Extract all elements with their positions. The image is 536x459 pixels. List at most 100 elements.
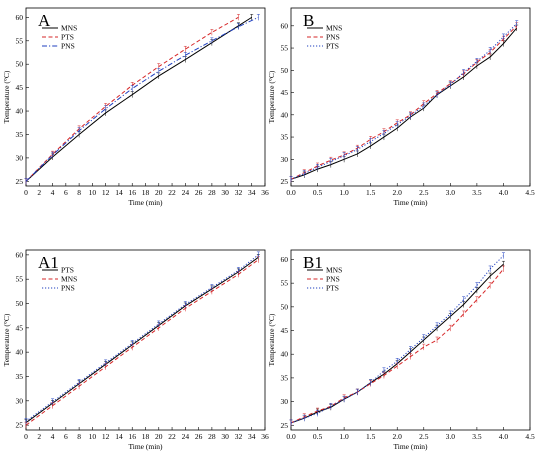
y-tick-label: 25 <box>281 177 289 186</box>
x-tick-label: 1.0 <box>339 188 349 197</box>
x-tick-label: 2.0 <box>393 432 403 441</box>
panel-label: A1 <box>38 253 59 272</box>
x-tick-label: 12 <box>102 188 110 197</box>
x-tick-label: 20 <box>155 432 163 441</box>
series-line-pts <box>25 16 239 182</box>
y-tick-label: 30 <box>16 153 24 162</box>
y-tick-label: 35 <box>16 372 24 381</box>
x-tick-label: 14 <box>115 432 123 441</box>
x-tick-label: 4.0 <box>499 432 509 441</box>
series-line-pns <box>290 268 504 424</box>
x-tick-label: 34 <box>248 188 256 197</box>
x-tick-label: 8 <box>77 432 81 441</box>
legend-label: MNS <box>326 266 342 275</box>
x-tick-label: 26 <box>195 188 203 197</box>
x-tick-label: 8 <box>77 188 81 197</box>
y-tick-label: 45 <box>281 326 289 335</box>
y-tick-label: 60 <box>16 250 24 259</box>
y-tick-label: 50 <box>281 66 289 75</box>
x-tick-label: 0 <box>24 432 28 441</box>
x-tick-label: 14 <box>115 188 123 197</box>
series-line-pts <box>290 23 518 180</box>
x-tick-label: 6 <box>64 188 68 197</box>
series-line-pns <box>25 16 259 182</box>
x-tick-label: 18 <box>142 188 150 197</box>
plot-frame <box>290 249 531 431</box>
y-tick-label: 40 <box>16 348 24 357</box>
y-tick-label: 55 <box>281 44 289 53</box>
legend-label: MNS <box>61 275 77 284</box>
chart-panel-a1: 0 2 4 6 8 10 12 14 16 18 20 22 24 26 28 30 32 34 362530354… <box>2 249 269 451</box>
y-tick-label: 60 <box>281 255 289 264</box>
x-tick-label: 1.5 <box>366 188 376 197</box>
legend-label: PNS <box>326 33 340 42</box>
x-axis-label: Time (min) <box>393 198 428 207</box>
x-tick-label: 10 <box>89 188 97 197</box>
x-axis-label: Time (min) <box>128 198 163 207</box>
x-tick-label: 4.5 <box>525 432 535 441</box>
plot-frame <box>290 7 531 187</box>
x-tick-label: 34 <box>248 432 256 441</box>
y-tick-label: 50 <box>16 299 24 308</box>
y-tick-label: 25 <box>16 421 24 430</box>
legend-label: MNS <box>61 24 77 33</box>
x-tick-label: 18 <box>142 432 150 441</box>
y-tick-label: 25 <box>16 177 24 186</box>
y-axis-label: Temperature (°C) <box>267 313 276 366</box>
y-tick-label: 30 <box>281 397 289 406</box>
x-tick-label: 24 <box>182 432 190 441</box>
x-tick-label: 12 <box>102 432 110 441</box>
series-line-mns <box>25 16 252 182</box>
panel-label: A <box>38 11 51 30</box>
x-tick-label: 22 <box>168 432 176 441</box>
y-tick-label: 60 <box>16 13 24 22</box>
x-tick-label: 0.0 <box>286 188 296 197</box>
x-tick-label: 4 <box>51 188 55 197</box>
legend-label: MNS <box>326 24 342 33</box>
x-axis-label: Time (min) <box>128 442 163 451</box>
x-tick-label: 0.5 <box>313 188 323 197</box>
y-axis-label: Temperature (°C) <box>267 70 276 123</box>
y-tick-label: 50 <box>281 302 289 311</box>
x-tick-label: 16 <box>128 188 136 197</box>
x-tick-label: 4 <box>51 432 55 441</box>
series-line-pts <box>290 255 504 424</box>
x-tick-label: 30 <box>221 432 229 441</box>
x-tick-label: 3.5 <box>472 432 482 441</box>
y-tick-label: 55 <box>16 275 24 284</box>
x-tick-label: 2 <box>37 432 41 441</box>
chart-panel-b1: 0.0 0.5 1.0 1.5 2.0 2.5 3.0 3.5 4.0 4.5 25 30 35 40 45… <box>267 249 535 451</box>
x-tick-label: 0 <box>24 188 28 197</box>
x-tick-label: 10 <box>89 432 97 441</box>
legend-label: PTS <box>326 42 339 51</box>
x-tick-label: 4.5 <box>525 188 535 197</box>
legend-label: PTS <box>61 33 74 42</box>
series-line-pns <box>290 25 518 180</box>
y-tick-label: 60 <box>281 21 289 30</box>
y-tick-label: 40 <box>281 350 289 359</box>
y-tick-label: 45 <box>16 323 24 332</box>
y-tick-label: 25 <box>281 421 289 430</box>
x-tick-label: 2.5 <box>419 432 429 441</box>
x-tick-label: 2.0 <box>393 188 403 197</box>
chart-panel-a: 0 2 4 6 8 10 12 14 16 18 20 22 24 26 28 30 32 34 362530354… <box>2 7 269 207</box>
chart-panel-b: 0.0 0.5 1.0 1.5 2.0 2.5 3.0 3.5 4.0 4.5 25 30 35 40 45… <box>267 7 535 207</box>
y-tick-label: 30 <box>16 396 24 405</box>
legend-label: PTS <box>326 284 339 293</box>
x-tick-label: 28 <box>208 188 216 197</box>
y-tick-label: 30 <box>281 155 289 164</box>
panel-label: B1 <box>303 253 323 272</box>
x-tick-label: 1.0 <box>339 432 349 441</box>
x-tick-label: 26 <box>195 432 203 441</box>
legend-label: PNS <box>326 275 340 284</box>
y-tick-label: 35 <box>281 373 289 382</box>
series-line-pns <box>25 254 259 422</box>
y-tick-label: 35 <box>16 130 24 139</box>
y-tick-label: 40 <box>16 107 24 116</box>
y-axis-label: Temperature (°C) <box>2 313 11 366</box>
x-axis-label: Time (min) <box>393 442 428 451</box>
y-tick-label: 45 <box>16 83 24 92</box>
y-tick-label: 45 <box>281 88 289 97</box>
x-tick-label: 3.0 <box>446 188 456 197</box>
